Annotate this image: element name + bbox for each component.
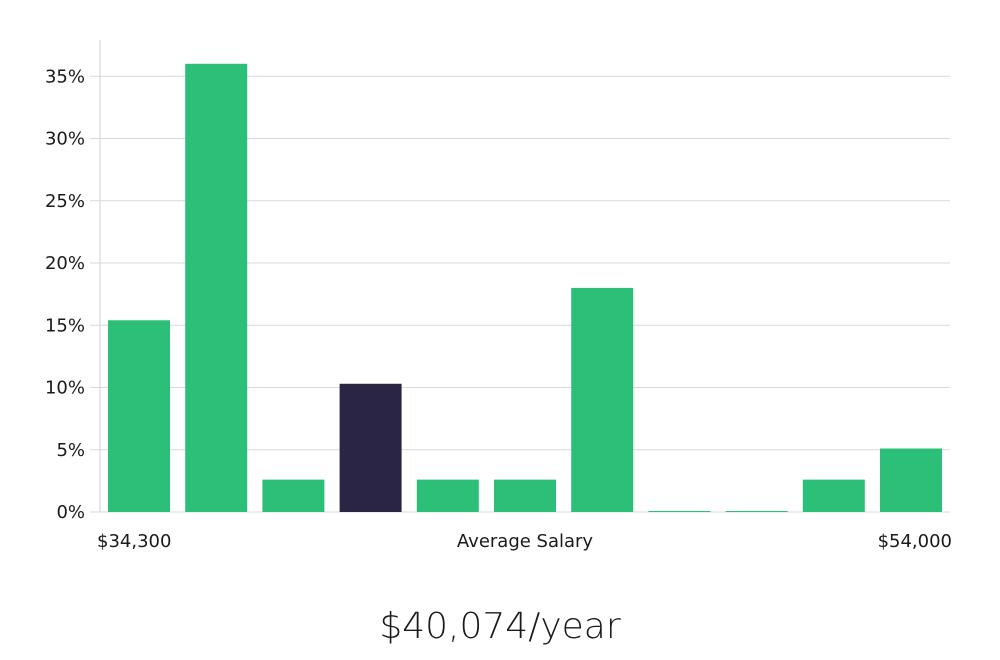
y-tick-label: 20%: [45, 253, 85, 274]
bars: [108, 63, 942, 513]
x-axis-title: Average Salary: [457, 531, 594, 552]
y-tick-label: 25%: [45, 191, 85, 212]
bar-highlight: [339, 383, 402, 512]
y-tick-label: 0%: [56, 502, 85, 523]
bar: [648, 511, 711, 512]
bar: [185, 63, 248, 513]
bar: [262, 479, 325, 512]
y-tick-label: 10%: [45, 378, 85, 399]
y-tick-label: 15%: [45, 315, 85, 336]
average-salary-value: $40,074/year: [379, 606, 621, 647]
bar: [108, 320, 170, 512]
bar: [494, 479, 556, 512]
salary-histogram: 0% 5% 10% 15% 20% 25% 30% 35% $34,300 Average S…: [45, 40, 952, 552]
bar: [725, 511, 788, 512]
bar: [802, 479, 865, 512]
x-min-label: $34,300: [97, 531, 171, 552]
bar: [416, 479, 479, 512]
bar: [880, 448, 942, 512]
y-tick-label: 30%: [45, 129, 85, 150]
y-axis-ticks: 0% 5% 10% 15% 20% 25% 30% 35%: [45, 66, 85, 523]
y-tick-label: 5%: [56, 440, 85, 461]
x-max-label: $54,000: [878, 531, 952, 552]
y-tick-label: 35%: [45, 66, 85, 87]
bar: [571, 287, 634, 512]
